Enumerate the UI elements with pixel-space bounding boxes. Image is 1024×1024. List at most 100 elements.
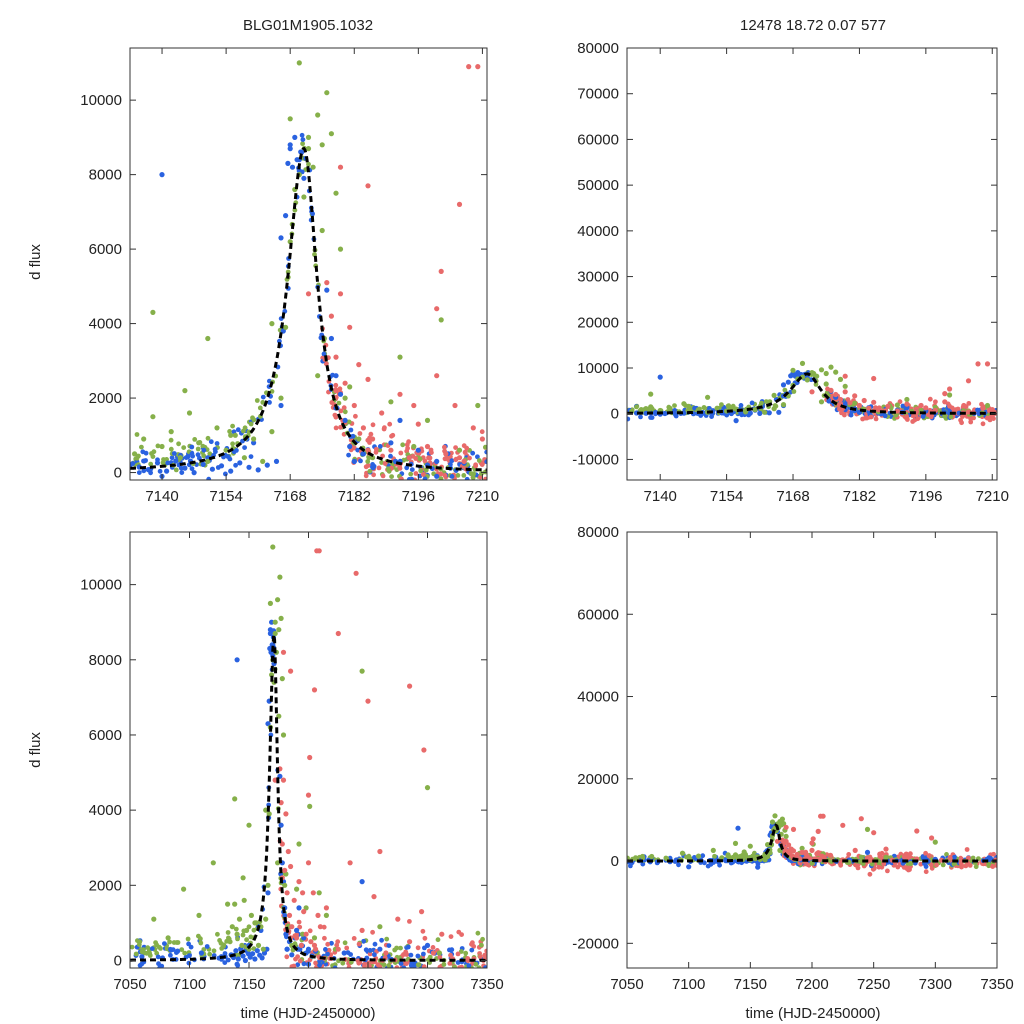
data-point-blue <box>168 947 174 953</box>
x-tick-label: 7210 <box>976 488 1009 505</box>
data-point-green <box>476 965 482 968</box>
data-point-blue <box>422 476 428 480</box>
data-point-green <box>837 376 844 382</box>
data-point-blue <box>162 941 167 946</box>
y-tick-label: 0 <box>114 465 122 482</box>
data-point-red <box>311 687 318 693</box>
data-point-red <box>483 476 487 480</box>
data-point-green <box>232 901 238 907</box>
data-point-red <box>871 399 877 405</box>
data-point-green <box>227 429 233 434</box>
data-point-green <box>305 134 312 140</box>
data-point-green <box>141 436 147 442</box>
data-point-blue <box>233 462 239 468</box>
data-point-blue <box>341 950 347 956</box>
data-point-green <box>386 963 392 968</box>
data-point-green <box>483 444 487 450</box>
data-point-blue <box>333 373 339 379</box>
data-point-blue <box>294 927 300 934</box>
data-point-blue <box>397 417 403 423</box>
data-point-green <box>221 942 227 948</box>
data-point-red <box>989 407 995 413</box>
data-point-red <box>860 416 865 422</box>
x-tick-label: 7250 <box>351 976 384 993</box>
data-point-red <box>288 668 294 674</box>
data-point-blue <box>200 461 206 467</box>
y-tick-label: 6000 <box>89 727 122 744</box>
data-point-green <box>397 354 403 360</box>
data-point-red <box>439 931 445 937</box>
data-point-green <box>970 855 976 861</box>
data-point-red <box>842 412 847 418</box>
data-point-green <box>712 853 717 859</box>
data-point-red <box>477 954 483 960</box>
data-point-red <box>856 402 863 409</box>
data-point-blue <box>228 468 234 474</box>
data-point-green <box>948 414 954 420</box>
y-tick-label: 0 <box>611 853 619 870</box>
data-point-red <box>861 397 867 404</box>
data-point-blue <box>267 627 273 633</box>
data-point-blue <box>175 948 181 954</box>
data-point-green <box>883 854 889 861</box>
data-point-green <box>210 860 216 866</box>
data-point-blue <box>157 965 163 968</box>
x-tick-label: 7300 <box>411 976 444 993</box>
data-point-green <box>986 861 992 867</box>
y-tick-label: 2000 <box>89 877 122 894</box>
data-point-red <box>403 949 409 955</box>
data-point-red <box>322 935 327 941</box>
data-point-green <box>232 796 238 802</box>
data-point-red <box>464 445 470 451</box>
data-point-blue <box>287 146 293 152</box>
data-point-red <box>942 399 948 405</box>
data-point-blue <box>300 137 306 143</box>
data-point-red <box>929 835 935 841</box>
data-point-red <box>421 747 427 753</box>
data-point-red <box>942 391 948 397</box>
data-point-red <box>965 378 972 384</box>
data-point-green <box>705 394 711 400</box>
data-point-red <box>317 924 323 930</box>
data-point-red <box>955 406 961 412</box>
data-point-green <box>150 414 156 420</box>
data-point-green <box>719 402 724 407</box>
data-point-blue <box>157 468 163 474</box>
data-point-green <box>168 446 174 452</box>
data-point-green <box>780 402 787 408</box>
data-point-blue <box>310 211 315 217</box>
data-point-red <box>406 439 411 445</box>
data-point-red <box>353 413 358 419</box>
data-point-green <box>240 932 246 938</box>
data-point-red <box>371 472 376 478</box>
data-point-blue <box>952 854 957 860</box>
data-point-green <box>681 401 687 407</box>
data-point-green <box>311 935 318 941</box>
data-point-blue <box>252 956 258 962</box>
data-point-red <box>866 405 872 411</box>
data-point-green <box>272 619 278 625</box>
data-point-red <box>455 951 461 957</box>
data-point-green <box>241 455 247 461</box>
data-point-red <box>847 400 853 406</box>
data-point-green <box>384 936 390 942</box>
data-point-green <box>292 207 298 213</box>
data-point-red <box>833 391 839 398</box>
data-point-blue <box>145 467 151 473</box>
data-point-red <box>329 400 335 405</box>
data-point-red <box>373 446 379 452</box>
data-point-green <box>269 321 275 327</box>
data-point-red <box>289 964 295 968</box>
y-tick-label: 60000 <box>577 131 619 148</box>
data-point-blue <box>185 454 191 459</box>
data-point-green <box>944 852 949 857</box>
y-tick-label: -20000 <box>572 935 619 952</box>
data-point-blue <box>363 947 369 953</box>
data-point-blue <box>273 458 280 464</box>
data-point-red <box>284 890 290 896</box>
data-point-green <box>276 627 282 633</box>
data-point-green <box>217 938 223 943</box>
data-point-blue <box>346 452 351 458</box>
data-point-blue <box>164 468 170 474</box>
data-point-green <box>275 860 281 866</box>
